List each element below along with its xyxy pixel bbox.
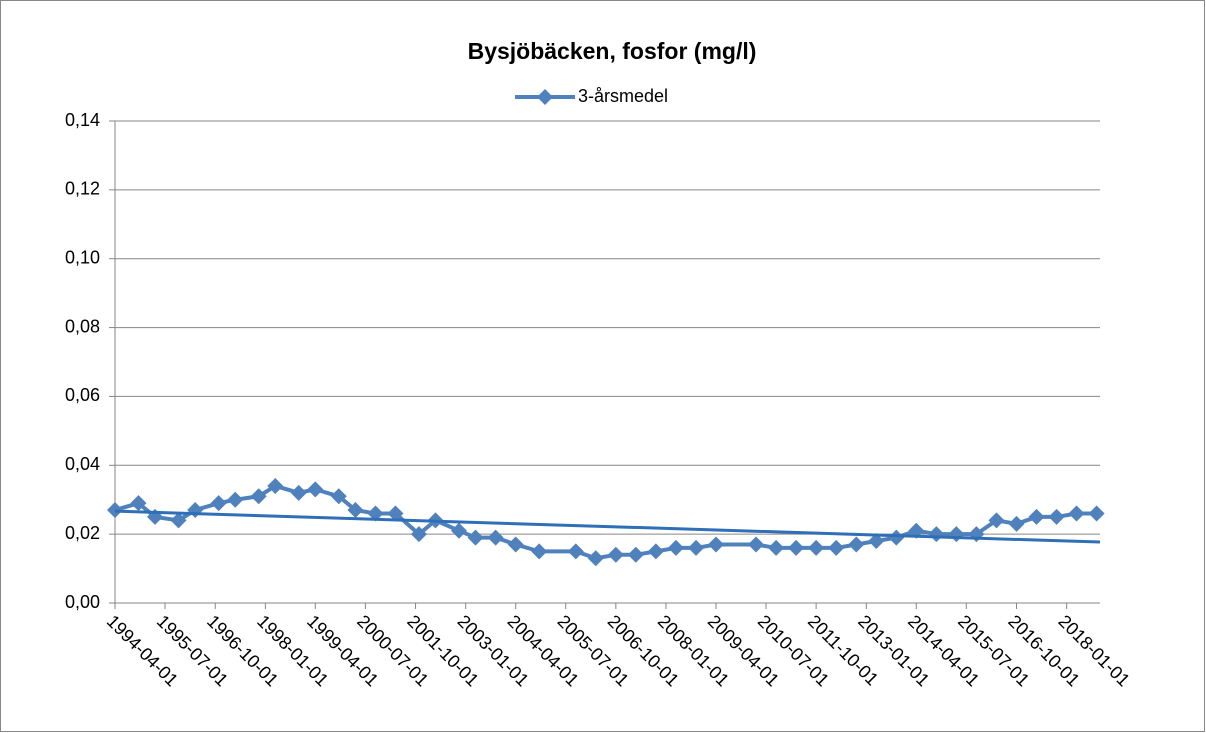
marker (227, 491, 244, 508)
marker (170, 512, 187, 529)
marker (307, 481, 324, 498)
marker (210, 495, 227, 512)
marker (107, 502, 123, 519)
marker (1088, 505, 1105, 522)
marker (467, 529, 484, 546)
marker (988, 512, 1005, 529)
marker (1008, 515, 1025, 532)
marker (868, 533, 885, 550)
marker (888, 529, 905, 546)
marker (450, 522, 467, 539)
marker (788, 539, 805, 556)
y-tick-label: 0,02 (65, 523, 100, 543)
marker (347, 502, 364, 519)
marker (647, 543, 664, 560)
marker (487, 529, 504, 546)
marker (667, 539, 684, 556)
marker (387, 505, 404, 522)
marker (707, 536, 724, 553)
y-tick-label: 0,14 (65, 110, 100, 130)
legend-marker (537, 89, 553, 105)
y-tick-label: 0,12 (65, 179, 100, 199)
y-tick-label: 0,08 (65, 316, 100, 336)
legend-label: 3-årsmedel (578, 86, 668, 106)
marker (1028, 508, 1045, 525)
y-tick-label: 0,06 (65, 385, 100, 405)
marker (1068, 505, 1085, 522)
marker (531, 543, 548, 560)
marker (507, 536, 524, 553)
marker (848, 536, 865, 553)
marker (410, 526, 427, 543)
marker (567, 543, 584, 560)
marker (688, 539, 705, 556)
y-tick-label: 0,04 (65, 454, 100, 474)
chart-title: Bysjöbäcken, fosfor (mg/l) (468, 38, 757, 64)
marker (290, 484, 307, 501)
marker (627, 546, 644, 563)
marker (748, 536, 765, 553)
marker (828, 539, 845, 556)
trend-line (114, 509, 1101, 544)
marker (267, 477, 284, 494)
marker (367, 505, 384, 522)
marker (808, 539, 825, 556)
marker (1048, 508, 1065, 525)
marker (587, 550, 604, 567)
marker (130, 495, 147, 512)
y-tick-label: 0,10 (65, 247, 100, 267)
marker (330, 488, 347, 505)
marker (768, 539, 785, 556)
marker (250, 488, 267, 505)
marker (607, 546, 624, 563)
y-tick-label: 0,00 (65, 592, 100, 612)
